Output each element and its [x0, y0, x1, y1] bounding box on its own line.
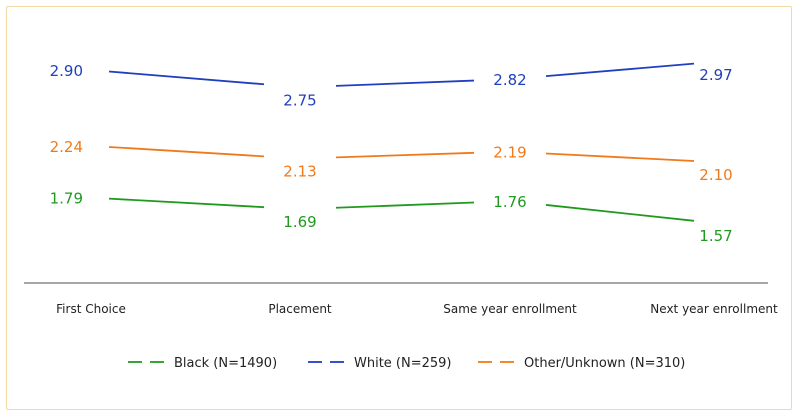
legend-item: White (N=259) — [308, 356, 452, 371]
x-tick-label: Same year enrollment — [443, 302, 577, 316]
data-label: 1.57 — [699, 227, 732, 245]
data-label: 2.82 — [493, 71, 526, 89]
data-label: 2.24 — [50, 138, 83, 156]
x-tick-label: Placement — [268, 302, 332, 316]
series-line-segment — [108, 70, 265, 86]
data-label: 1.79 — [50, 190, 83, 208]
x-tick-label: Next year enrollment — [650, 302, 778, 316]
x-tick-label: First Choice — [56, 302, 126, 316]
series-line-segment — [545, 152, 695, 162]
series-line-segment — [335, 79, 475, 87]
series-2: 2.24 2.13 2.19 2.10 — [50, 138, 733, 184]
series-1: 2.90 2.75 2.82 2.97 — [50, 62, 733, 109]
series-line-segment — [335, 201, 475, 209]
legend-label: Black (N=1490) — [174, 356, 277, 371]
series-line-segment — [108, 197, 265, 209]
x-tick-labels: First Choice Placement Same year enrollmen… — [56, 302, 778, 316]
data-label: 2.90 — [50, 62, 83, 80]
data-label: 1.76 — [493, 193, 526, 211]
data-label: 1.69 — [283, 213, 316, 231]
data-label: 2.19 — [493, 144, 526, 162]
data-label: 2.97 — [699, 66, 732, 84]
data-label: 2.10 — [699, 166, 732, 184]
legend: Black (N=1490) White (N=259) Other/Unknown… — [128, 356, 685, 371]
series-line-segment — [545, 62, 695, 78]
data-label: 2.75 — [283, 91, 316, 109]
series-layer: 1.79 1.69 1.76 1.57 2.90 2.75 2.82 2.97 2.24 2.13… — [50, 62, 733, 245]
legend-label: White (N=259) — [354, 356, 452, 371]
series-line-segment — [335, 151, 475, 159]
series-0: 1.79 1.69 1.76 1.57 — [50, 190, 733, 245]
series-line-segment — [108, 146, 265, 158]
data-label: 2.13 — [283, 163, 316, 181]
legend-item: Black (N=1490) — [128, 356, 277, 371]
legend-label: Other/Unknown (N=310) — [524, 356, 685, 371]
legend-item: Other/Unknown (N=310) — [478, 356, 685, 371]
series-line-segment — [545, 204, 695, 222]
